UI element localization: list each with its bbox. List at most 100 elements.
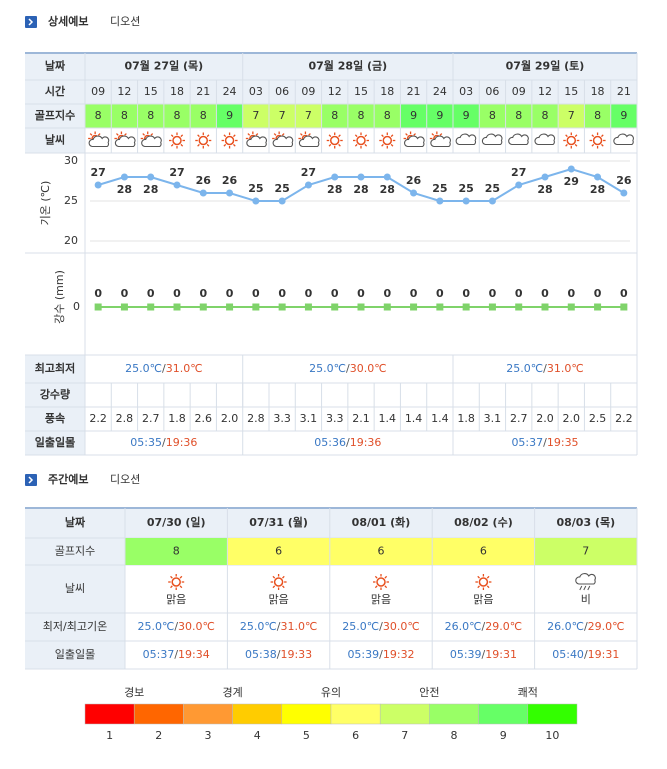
sun-ray [197,134,200,138]
sun-ray [591,143,595,147]
golf-index-cell [531,104,559,128]
precipitation-label: 0 [173,287,181,300]
label-bg [25,383,85,407]
separator: / [346,436,350,449]
separator: / [584,620,588,633]
sun [171,577,181,587]
weather-icon [326,132,343,149]
temperature-point [620,189,628,197]
golf-index: 6 [480,545,487,558]
sun-ray [272,575,276,579]
golf-index-cell [453,104,480,128]
wind-speed: 3.1 [300,412,318,425]
precipitation-point [436,303,444,311]
golf-index-cell [295,104,322,128]
sun [329,135,340,146]
separator: / [543,436,547,449]
temperature-label: 26 [222,174,238,187]
sunrise-sunset: 05:38/19:33 [245,648,312,661]
wind-speed: 1.8 [457,412,475,425]
wind-speed: 1.4 [379,412,397,425]
weather-icon [114,131,136,148]
golf-index: 8 [95,109,102,122]
legend-swatch [84,703,135,725]
sun-ray [300,133,303,136]
sun-ray [97,133,101,136]
precipitation-point [226,303,234,311]
sun-ray [413,133,416,136]
precipitation-label: 0 [620,287,628,300]
weather-icon [613,133,634,146]
sun-ray [116,133,119,136]
value-low: 25.0℃ [240,620,277,633]
sun-ray [179,585,183,589]
golf-index: 8 [147,109,154,122]
golf-index-cell [558,104,585,128]
temperature-label: 27 [301,166,316,179]
separator: / [482,648,486,661]
value-low: 05:35 [130,436,162,449]
separator: / [482,620,486,633]
temperature-label: 28 [380,183,395,196]
separator: / [277,648,281,661]
precipitation-label: 0 [594,287,602,300]
sun-ray [439,133,443,136]
sun-ray [180,134,184,138]
section-chevron [28,476,34,484]
golf-index: 8 [173,545,180,558]
section-title: 주간예보 [48,472,88,486]
precipitation-label: 0 [94,287,102,300]
sun-ray [338,134,341,138]
value-high: 31.0℃ [280,620,317,633]
time-label: 24 [433,85,447,98]
temperature-point [541,173,549,181]
wind-speed: 2.2 [89,412,107,425]
legend-level: 7 [401,729,408,742]
y-axis-label: 기온 (℃) [39,181,52,226]
row-label: 골프지수 [35,108,75,122]
value-low: 05:37 [511,436,543,449]
row-label: 날짜 [45,59,66,73]
cloud [455,133,477,146]
sun [566,135,577,146]
golf-index: 8 [121,109,128,122]
golf-index-cell [329,538,433,565]
golf-index-cell [400,104,427,128]
sun-ray [179,575,183,579]
cloud [246,135,267,148]
sun-ray [89,133,93,136]
golf-index: 9 [226,109,233,122]
sun-ray [384,575,388,579]
row-label: 최고최저 [35,361,75,375]
legend-swatch [232,703,283,725]
golf-index: 8 [515,109,522,122]
temperature-point [488,197,496,205]
sun-ray [180,143,184,147]
precipitation-point [462,303,470,311]
temperature-point [173,181,181,189]
temperature-label: 25 [248,182,263,195]
sun-ray [170,585,173,589]
precipitation-label: 0 [410,287,418,300]
temperature-label: 28 [353,183,368,196]
sun-ray [328,143,332,147]
golf-index: 8 [358,109,365,122]
y-tick-label: 30 [64,154,78,167]
precipitation-point [331,303,339,311]
golf-index: 6 [275,545,282,558]
row-label: 날씨 [65,582,85,595]
wind-speed: 2.5 [589,412,607,425]
temperature-label: 28 [537,183,552,196]
golf-index-cell [216,104,243,128]
cloud [141,135,162,148]
cloud [272,135,294,148]
sun [356,135,366,146]
weather-icon [475,574,492,590]
sun-ray [223,134,227,138]
golf-index-cell [137,104,164,128]
sun-ray [197,143,200,147]
sun-ray [477,585,480,589]
separator: / [162,362,166,375]
precipitation-point [357,303,365,311]
value-high: 30.0℃ [350,362,387,375]
